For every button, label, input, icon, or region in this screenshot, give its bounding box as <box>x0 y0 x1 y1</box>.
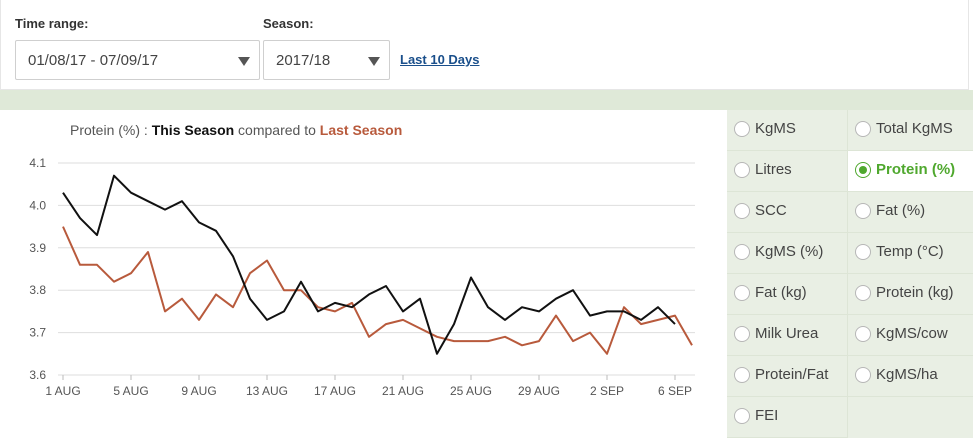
metric-option[interactable]: SCC <box>727 192 848 233</box>
x-tick-label: 9 AUG <box>181 384 216 398</box>
radio-icon[interactable] <box>855 367 871 383</box>
metric-option[interactable]: Protein (kg) <box>848 274 973 315</box>
x-tick-label: 6 SEP <box>658 384 692 398</box>
metric-selector: KgMS Total KgMS Litres Protein (%) SCC Fat (%… <box>727 110 973 438</box>
metric-option-label: Protein (kg) <box>876 284 954 301</box>
x-tick-label: 25 AUG <box>450 384 492 398</box>
metric-option-label: KgMS (%) <box>755 243 824 260</box>
radio-icon[interactable] <box>734 203 750 219</box>
metric-option-label: SCC <box>755 202 787 219</box>
season-label: Season: <box>263 16 314 31</box>
radio-icon[interactable] <box>734 162 750 178</box>
radio-icon[interactable] <box>855 203 871 219</box>
season-value: 2017/18 <box>276 52 331 69</box>
radio-icon[interactable] <box>855 326 871 342</box>
chart-title-compared: compared to <box>234 122 320 138</box>
metric-option-label: KgMS/cow <box>876 325 948 342</box>
metric-option[interactable]: KgMS (%) <box>727 233 848 274</box>
metric-option-label: Fat (kg) <box>755 284 807 301</box>
metric-option-label: Fat (%) <box>876 202 926 219</box>
metric-option[interactable]: Milk Urea <box>727 315 848 356</box>
chart-panel: Protein (%) : This Season compared to La… <box>0 110 727 438</box>
x-tick-label: 5 AUG <box>113 384 148 398</box>
radio-icon[interactable] <box>734 326 750 342</box>
y-tick-label: 3.9 <box>29 241 46 255</box>
radio-icon[interactable] <box>855 244 871 260</box>
metric-option-label: Protein (%) <box>876 161 956 178</box>
metric-option-label: Litres <box>755 161 792 178</box>
radio-icon[interactable] <box>734 285 750 301</box>
metric-option[interactable]: FEI <box>727 397 848 438</box>
x-tick-label: 21 AUG <box>382 384 424 398</box>
time-range-label: Time range: <box>15 16 89 31</box>
chevron-down-icon <box>368 57 380 66</box>
x-tick-label: 29 AUG <box>518 384 560 398</box>
metric-option[interactable]: Total KgMS <box>848 110 973 151</box>
radio-icon[interactable] <box>855 285 871 301</box>
metric-option-label: Temp (°C) <box>876 243 944 260</box>
metric-option[interactable]: Fat (kg) <box>727 274 848 315</box>
series-line-last-season <box>62 226 693 355</box>
chevron-down-icon <box>238 57 250 66</box>
metric-option-label: Protein/Fat <box>755 366 829 383</box>
metric-option[interactable]: KgMS <box>727 110 848 151</box>
metric-option[interactable]: Protein/Fat <box>727 356 848 397</box>
series-line-this-season <box>62 174 676 355</box>
x-tick-label: 17 AUG <box>314 384 356 398</box>
filter-bar: Time range: 01/08/17 - 07/09/17 Season: … <box>0 0 969 90</box>
metric-option[interactable]: KgMS/cow <box>848 315 973 356</box>
radio-icon[interactable] <box>855 121 871 137</box>
radio-icon[interactable] <box>734 244 750 260</box>
chart-title-last-season: Last Season <box>319 122 403 138</box>
metric-option-label: KgMS <box>755 120 796 137</box>
x-tick-label: 13 AUG <box>246 384 288 398</box>
metric-option-label: FEI <box>755 407 779 424</box>
chart-title: Protein (%) : This Season compared to La… <box>70 122 402 138</box>
radio-selected-icon[interactable] <box>855 162 871 178</box>
season-select[interactable]: 2017/18 <box>263 40 390 80</box>
y-tick-label: 4.0 <box>29 198 46 212</box>
protein-line-chart: 3.6 3.7 3.8 3.9 4.0 4.1 1 AUG 5 AUG 9 AUG 13 AUG 1… <box>29 156 695 398</box>
metric-option-label: KgMS/ha <box>876 366 938 383</box>
metric-option[interactable]: Litres <box>727 151 848 192</box>
y-tick-label: 4.1 <box>29 156 46 170</box>
section-divider <box>0 90 973 110</box>
chart-title-this-season: This Season <box>151 122 235 138</box>
x-tick-label: 2 SEP <box>590 384 624 398</box>
y-tick-label: 3.7 <box>29 326 46 340</box>
last-10-days-link[interactable]: Last 10 Days <box>400 52 480 67</box>
x-tick-label: 1 AUG <box>45 384 80 398</box>
radio-icon[interactable] <box>734 367 750 383</box>
metric-option[interactable]: Protein (%) <box>848 151 973 192</box>
metric-option[interactable]: KgMS/ha <box>848 356 973 397</box>
radio-icon[interactable] <box>734 121 750 137</box>
y-tick-label: 3.8 <box>29 283 46 297</box>
metric-option-label: Milk Urea <box>755 325 819 342</box>
time-range-select[interactable]: 01/08/17 - 07/09/17 <box>15 40 260 80</box>
chart-title-metric: Protein (%) : <box>70 122 152 138</box>
time-range-value: 01/08/17 - 07/09/17 <box>28 52 159 69</box>
radio-icon[interactable] <box>734 408 750 424</box>
metric-option[interactable]: Temp (°C) <box>848 233 973 274</box>
y-tick-label: 3.6 <box>29 368 46 382</box>
metric-option-label: Total KgMS <box>876 120 953 137</box>
metric-option[interactable]: Fat (%) <box>848 192 973 233</box>
